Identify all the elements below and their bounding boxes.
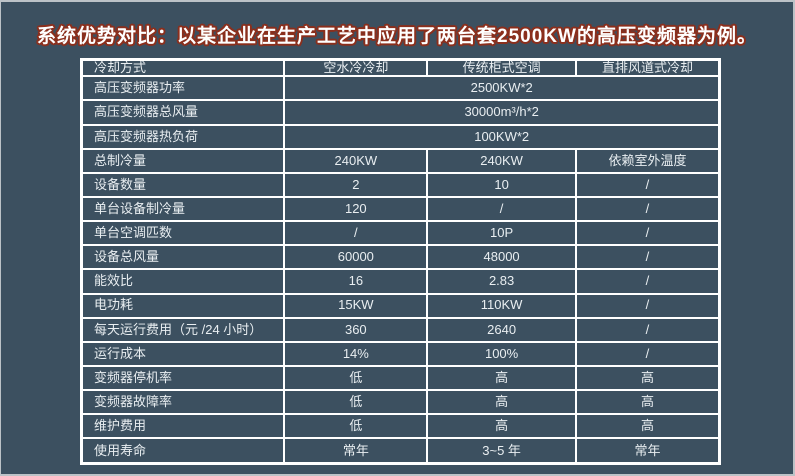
cell-value: 10 (426, 171, 577, 199)
cell-value: 低 (283, 389, 429, 416)
row-label: 每天运行费用（元 /24 小时） (80, 316, 286, 343)
row-label: 高压变频器热负荷 (80, 123, 286, 150)
cell-value: / (574, 340, 721, 367)
cell-value: 2640 (426, 316, 577, 343)
cell-value-span: 2500KW*2 (283, 75, 721, 102)
cell-value: / (574, 292, 721, 319)
cell-value: 3~5 年 (426, 437, 577, 465)
cell-value: 10P (426, 220, 577, 247)
row-label: 变频器停机率 (80, 364, 286, 392)
cell-value: 常年 (283, 437, 429, 465)
row-label: 单台设备制冷量 (80, 195, 286, 223)
cell-value: / (283, 220, 429, 247)
row-label: 设备数量 (80, 171, 286, 199)
cell-value: 高 (574, 364, 721, 392)
cell-value: / (574, 316, 721, 343)
table-row: 高压变频器功率 2500KW*2 (80, 75, 721, 102)
cell-value: / (574, 220, 721, 247)
cell-value: 2 (283, 171, 429, 199)
page-title: 系统优势对比：以某企业在生产工艺中应用了两台套2500KW的高压变频器为例。 (37, 26, 757, 47)
row-label: 设备总风量 (80, 244, 286, 271)
cell-value: / (426, 195, 577, 223)
row-label: 能效比 (80, 268, 286, 295)
table-row: 总制冷量 240KW 240KW 依赖室外温度 (80, 147, 721, 174)
cell-value: 48000 (426, 244, 577, 271)
row-label: 维护费用 (80, 413, 286, 440)
cell-value: / (574, 195, 721, 223)
table-row: 设备总风量 60000 48000/ (80, 244, 721, 271)
row-label: 使用寿命 (80, 437, 286, 465)
table-row: 能效比 16 2.83/ (80, 268, 721, 295)
cell-value: 60000 (283, 244, 429, 271)
cell-value: 高 (426, 364, 577, 392)
table-row: 单台空调匹数/10P / (80, 220, 721, 247)
cell-value: 110KW (426, 292, 577, 319)
table-row: 维护费用低高高 (80, 413, 721, 440)
cell-value: 240KW (283, 147, 429, 174)
cell-value: 低 (283, 364, 429, 392)
table-row: 使用寿命 常年 3~5 年常年 (80, 437, 721, 465)
cell-value: 120 (283, 195, 429, 223)
cell-value: 14% (283, 340, 429, 367)
table-row: 设备数量 2 10/ (80, 171, 721, 199)
row-label: 高压变频器功率 (80, 75, 286, 102)
column-header: 传统柜式空调 (426, 58, 577, 78)
cell-value: / (574, 244, 721, 271)
column-header: 空水冷冷却 (283, 58, 429, 78)
comparison-table: 冷却方式 空水冷冷却 传统柜式空调 直排风道式冷却 高压变频器功率 2500KW*2 高压… (80, 58, 721, 465)
cell-value-span: 100KW*2 (283, 123, 721, 150)
cell-value: / (574, 268, 721, 295)
cell-value: / (574, 171, 721, 199)
cell-value: 100% (426, 340, 577, 367)
table-row: 单台设备制冷量 120// (80, 195, 721, 223)
cell-value: 2.83 (426, 268, 577, 295)
table-row: 变频器故障率低高高 (80, 389, 721, 416)
cell-value: 常年 (574, 437, 721, 465)
cell-value: 高 (426, 389, 577, 416)
row-label: 运行成本 (80, 340, 286, 367)
row-label: 总制冷量 (80, 147, 286, 174)
cell-value: 高 (426, 413, 577, 440)
table-row: 电功耗 15KW 110KW / (80, 292, 721, 319)
row-label: 电功耗 (80, 292, 286, 319)
table-row: 高压变频器总风量 30000m³/h*2 (80, 99, 721, 126)
cell-value: 15KW (283, 292, 429, 319)
row-label: 变频器故障率 (80, 389, 286, 416)
cell-value-span: 30000m³/h*2 (283, 99, 721, 126)
cell-value: 依赖室外温度 (574, 147, 721, 174)
header-row: 冷却方式 空水冷冷却 传统柜式空调 直排风道式冷却 (80, 58, 721, 78)
table-row: 运行成本 14% 100% / (80, 340, 721, 367)
row-label: 高压变频器总风量 (80, 99, 286, 126)
cell-value: 高 (574, 413, 721, 440)
cell-value: 16 (283, 268, 429, 295)
cell-value: 低 (283, 413, 429, 440)
table-row: 高压变频器热负荷 100KW*2 (80, 123, 721, 150)
table-row: 每天运行费用（元 /24 小时） 360 2640/ (80, 316, 721, 343)
table-row: 变频器停机率低高高 (80, 364, 721, 392)
column-header: 直排风道式冷却 (574, 58, 721, 78)
column-header: 冷却方式 (80, 58, 286, 78)
row-label: 单台空调匹数 (80, 220, 286, 247)
cell-value: 360 (283, 316, 429, 343)
cell-value: 高 (574, 389, 721, 416)
cell-value: 240KW (426, 147, 577, 174)
